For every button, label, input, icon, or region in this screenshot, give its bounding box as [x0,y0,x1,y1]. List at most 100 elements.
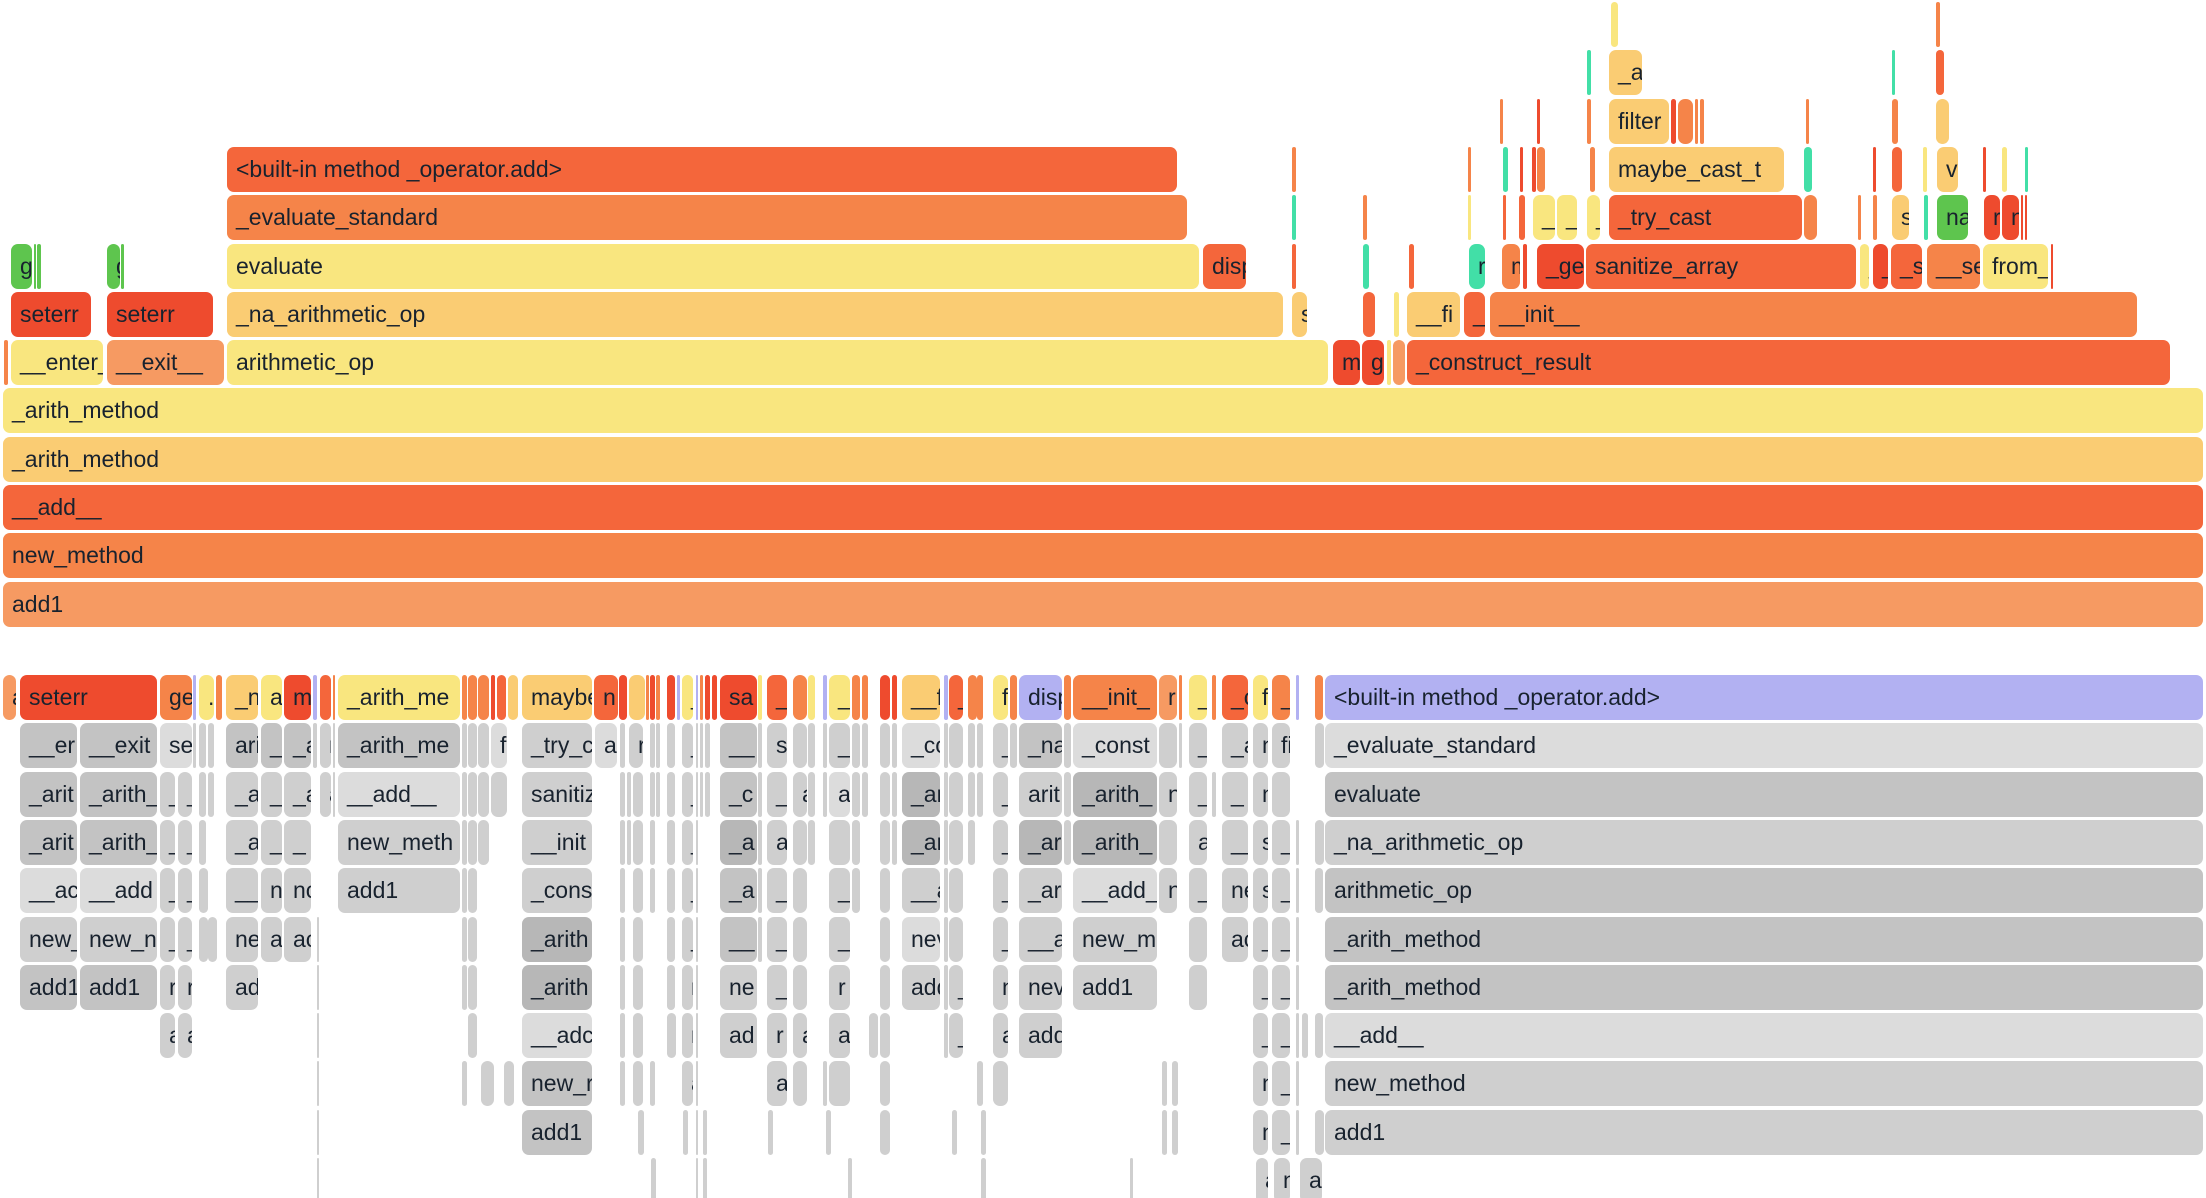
frame-sliver[interactable] [620,723,625,769]
frame-block[interactable]: ari [226,723,258,769]
frame-sliver[interactable] [696,964,698,1010]
frame-sliver[interactable] [199,771,206,817]
frame-block[interactable]: . [199,675,214,720]
frame-sliver[interactable] [677,675,680,720]
frame-sliver[interactable] [1936,50,1944,96]
frame-block[interactable]: add1 [80,964,157,1010]
frame-block[interactable]: r [682,1013,693,1059]
frame-sliver[interactable] [193,723,196,769]
frame-block[interactable]: n [594,675,618,720]
frame-sliver[interactable] [944,964,948,1010]
frame-sliver[interactable] [1296,1013,1299,1059]
frame-sliver[interactable] [620,1061,625,1107]
frame-block[interactable]: a [767,1061,787,1107]
frame-sliver[interactable] [981,1158,986,1198]
frame-block[interactable]: __add__ [1325,1013,2203,1059]
frame-sliver[interactable] [333,723,335,769]
frame-block[interactable]: _ar [1019,868,1062,914]
frame-block[interactable]: arithmetic_op [1325,868,2203,914]
frame-block[interactable]: _ [160,868,175,914]
frame-sliver[interactable] [1804,146,1812,192]
frame-block[interactable]: _c [720,771,757,817]
frame-block[interactable]: __ [226,868,258,914]
frame-block[interactable]: maybe_cast_t [1609,146,1784,192]
frame-sliver[interactable] [1695,98,1698,144]
frame-sliver[interactable] [1523,243,1527,289]
frame-block[interactable]: a [504,1061,514,1107]
frame-sliver[interactable] [949,916,963,962]
frame-block[interactable]: _a [226,771,258,817]
frame-block[interactable]: _ [829,723,850,769]
frame-block[interactable]: add1 [3,581,2203,627]
frame-block[interactable]: _try_c [522,723,592,769]
frame-block[interactable]: a [829,771,850,817]
frame-block[interactable]: add1 [1073,964,1157,1010]
frame-sliver[interactable] [944,771,948,817]
frame-block[interactable]: _ [829,916,850,962]
frame-sliver[interactable] [1189,916,1207,962]
frame-block[interactable]: n [1159,868,1177,914]
frame-sliver[interactable] [208,723,214,769]
frame-sliver[interactable] [1409,243,1414,289]
frame-sliver[interactable] [880,916,890,962]
frame-block[interactable]: _s [1891,243,1922,289]
frame-sliver[interactable] [1296,819,1299,865]
frame-sliver[interactable] [793,868,807,914]
frame-sliver[interactable] [650,1061,655,1107]
frame-block[interactable]: __ [720,723,757,769]
frame-sliver[interactable] [1363,243,1369,289]
frame-block[interactable]: _na_arithmetic_op [227,291,1283,337]
frame-sliver[interactable] [650,675,655,720]
frame-sliver[interactable] [1189,964,1207,1010]
frame-sliver[interactable] [1010,723,1017,769]
frame-sliver[interactable] [656,771,660,817]
frame-block[interactable]: nev [902,916,940,962]
frame-sliver[interactable] [968,723,975,769]
frame-block[interactable]: ad [226,964,258,1010]
frame-block[interactable]: _ [949,1013,963,1059]
frame-block[interactable]: g [1362,340,1384,386]
frame-sliver[interactable] [1363,291,1375,337]
frame-sliver[interactable] [862,771,868,817]
frame-block[interactable]: m [1253,771,1268,817]
frame-block[interactable]: _ [1272,1061,1290,1107]
frame-sliver[interactable] [478,819,489,865]
frame-block[interactable]: _ [682,675,693,720]
frame-sliver[interactable] [633,964,643,1010]
frame-sliver[interactable] [944,916,948,962]
frame-sliver[interactable] [478,771,489,817]
frame-sliver[interactable] [944,1013,948,1059]
frame-block[interactable]: r [178,964,192,1010]
frame-sliver[interactable] [1162,1061,1167,1107]
frame-block[interactable]: __init__ [1490,291,2137,337]
frame-sliver[interactable] [862,675,868,720]
frame-sliver[interactable] [1858,195,1861,241]
frame-block[interactable]: sanitize_array [1586,243,1856,289]
frame-block[interactable]: evaluate [227,243,1199,289]
frame-block[interactable]: r [767,1013,787,1059]
frame-sliver[interactable] [1983,146,1986,192]
frame-block[interactable]: evaluate [1325,771,2203,817]
frame-sliver[interactable] [313,723,317,769]
frame-sliver[interactable] [892,723,897,769]
frame-block[interactable]: _ [1272,916,1290,962]
frame-sliver[interactable] [705,771,710,817]
frame-block[interactable]: _ [993,916,1008,962]
frame-block[interactable]: __ac [20,868,77,914]
frame-block[interactable]: a [261,916,282,962]
frame-block[interactable]: r [682,964,693,1010]
frame-sliver[interactable] [1678,98,1693,144]
frame-block[interactable]: seterr [107,291,213,337]
frame-block[interactable]: _ [160,771,175,817]
frame-sliver[interactable] [696,916,698,962]
frame-sliver[interactable] [468,771,477,817]
frame-sliver[interactable] [1159,819,1177,865]
frame-sliver[interactable] [651,1158,656,1198]
frame-sliver[interactable] [758,723,762,769]
frame-sliver[interactable] [880,819,890,865]
frame-block[interactable]: n [1159,771,1177,817]
frame-sliver[interactable] [696,1158,698,1198]
frame-block[interactable]: __add [80,868,157,914]
frame-sliver[interactable] [317,916,319,962]
frame-sliver[interactable] [892,675,897,720]
